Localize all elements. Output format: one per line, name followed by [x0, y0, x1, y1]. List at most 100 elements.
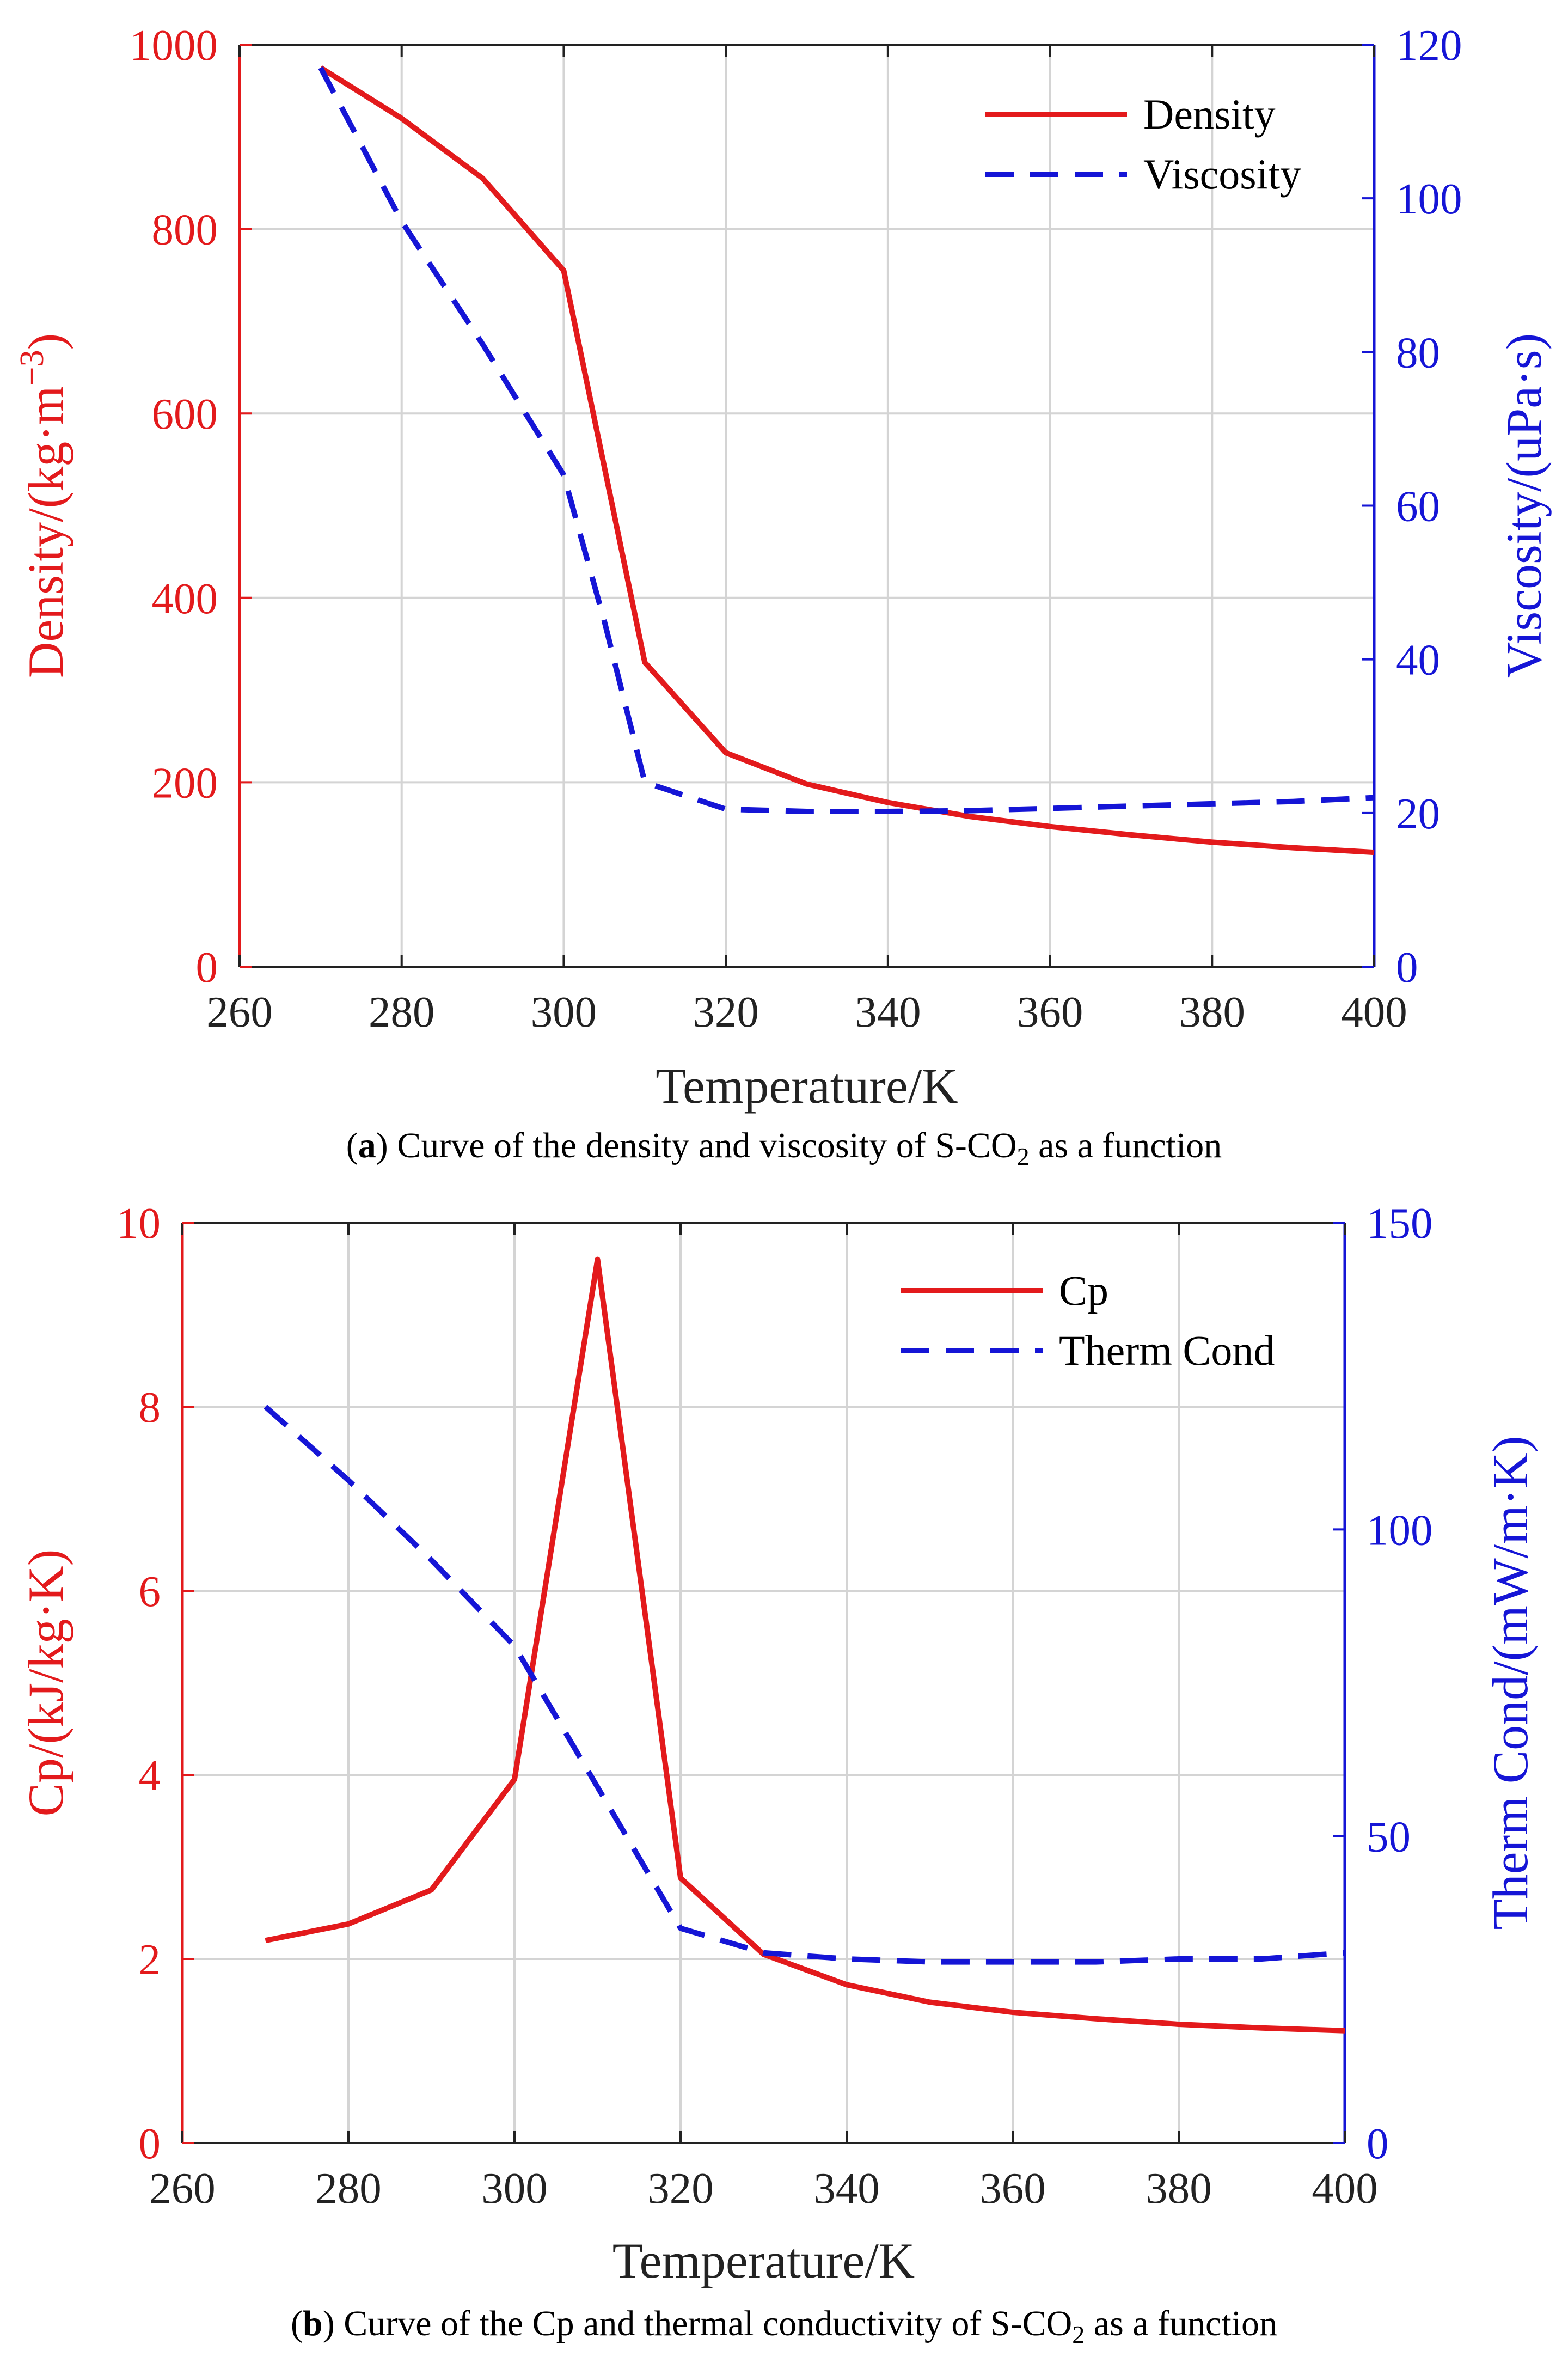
data-point-density — [563, 270, 564, 271]
data-point-viscosity — [1050, 808, 1051, 809]
caption-close: ) — [376, 1126, 388, 1165]
y-left-axis-label: Cp/(kJ/kg·K) — [18, 1549, 74, 1817]
data-point-cp — [680, 1877, 681, 1878]
data-point-viscosity — [563, 474, 564, 475]
legend-label: Viscosity — [1143, 150, 1301, 198]
data-point-therm-cond — [431, 1560, 432, 1561]
x-tick-label: 300 — [481, 2164, 548, 2213]
data-point-therm-cond — [348, 1480, 349, 1481]
y-right-axis-label: Viscosity/(uPa·s) — [1496, 333, 1552, 678]
y-left-tick-label: 0 — [196, 943, 218, 992]
data-point-therm-cond — [680, 1928, 681, 1929]
data-point-density — [806, 784, 807, 785]
y-right-tick-label: 60 — [1396, 482, 1440, 531]
series-line-density — [319, 65, 1375, 856]
data-point-therm-cond — [1012, 1962, 1013, 1963]
data-point-therm-cond — [265, 1406, 266, 1407]
x-tick-label: 380 — [1146, 2164, 1212, 2213]
caption-letter: b — [303, 2304, 323, 2343]
data-point-therm-cond — [1344, 1952, 1345, 1953]
data-point-therm-cond — [929, 1962, 930, 1963]
y-left-label-main: Cp/(kJ/kg·K) — [18, 1549, 74, 1817]
data-point-cp — [1178, 2024, 1179, 2025]
x-tick-label: 340 — [813, 2164, 880, 2213]
data-point-viscosity — [644, 782, 645, 783]
data-point-therm-cond — [1178, 1958, 1179, 1959]
figure-caption: (b) Curve of the Cp and thermal conducti… — [291, 2304, 1277, 2348]
x-tick-label: 340 — [855, 987, 921, 1036]
x-tick-label: 320 — [647, 2164, 714, 2213]
data-point-viscosity — [969, 810, 970, 811]
data-point-viscosity — [1293, 801, 1294, 802]
legend-label: Cp — [1059, 1267, 1108, 1314]
x-tick-label: 360 — [1017, 987, 1083, 1036]
data-point-cp — [1012, 2012, 1013, 2013]
data-point-viscosity — [1211, 803, 1212, 804]
data-point-therm-cond — [597, 1787, 598, 1788]
data-point-cp — [929, 2001, 930, 2002]
legend-label: Density — [1143, 90, 1276, 138]
data-point-viscosity — [604, 620, 605, 621]
data-point-viscosity — [1374, 797, 1375, 798]
data-point-density — [482, 178, 483, 179]
series-line-viscosity — [318, 66, 1375, 814]
data-point-viscosity — [401, 221, 402, 222]
y-right-tick-label: 50 — [1367, 1812, 1411, 1861]
y-left-label-sup: −3 — [14, 350, 51, 386]
data-point-therm-cond — [1095, 1962, 1097, 1963]
x-tick-label: 400 — [1341, 987, 1407, 1036]
data-point-cp — [514, 1779, 515, 1780]
data-point-viscosity — [1130, 805, 1131, 807]
x-tick-label: 260 — [149, 2164, 216, 2213]
caption-subscript: 2 — [1017, 1143, 1030, 1170]
x-axis-label: Temperature/K — [612, 2233, 915, 2288]
caption-letter: a — [358, 1126, 376, 1165]
x-tick-label: 280 — [369, 987, 435, 1036]
y-left-tick-label: 6 — [139, 1567, 161, 1616]
y-left-label-main: Density/(kg·m — [18, 386, 74, 679]
y-left-tick-label: 0 — [139, 2119, 161, 2168]
caption-text: Curve of the density and viscosity of S-… — [388, 1126, 1017, 1165]
data-point-cp — [1095, 2018, 1097, 2019]
caption-subscript: 2 — [1072, 2321, 1085, 2348]
y-right-axis-label: Therm Cond/(mW/m·K) — [1483, 1436, 1538, 1930]
y-right-tick-label: 80 — [1396, 328, 1440, 377]
data-point-cp — [265, 1940, 266, 1941]
y-left-tick-label: 2 — [139, 1935, 161, 1984]
y-left-tick-label: 10 — [117, 1199, 161, 1248]
x-tick-label: 360 — [979, 2164, 1046, 2213]
data-point-density — [644, 662, 645, 663]
y-left-tick-label: 600 — [152, 389, 218, 438]
x-tick-label: 280 — [315, 2164, 382, 2213]
y-right-tick-label: 120 — [1396, 21, 1462, 70]
y-right-tick-label: 100 — [1367, 1505, 1433, 1554]
data-point-density — [1374, 852, 1375, 853]
caption-open: ( — [346, 1126, 358, 1165]
x-tick-label: 260 — [206, 987, 273, 1036]
data-point-cp — [597, 1259, 598, 1260]
x-tick-label: 300 — [531, 987, 597, 1036]
y-right-tick-label: 100 — [1396, 174, 1462, 223]
data-point-viscosity — [320, 67, 321, 68]
x-tick-label: 400 — [1312, 2164, 1378, 2213]
caption-close: ) — [323, 2304, 335, 2343]
caption-open: ( — [291, 2304, 303, 2343]
y-left-tick-label: 400 — [152, 574, 218, 623]
y-left-tick-label: 200 — [152, 758, 218, 807]
y-left-tick-label: 4 — [139, 1751, 161, 1800]
data-point-therm-cond — [514, 1645, 515, 1646]
x-axis-label: Temperature/K — [656, 1058, 958, 1114]
data-point-density — [401, 118, 402, 119]
data-point-density — [1293, 847, 1294, 848]
y-left-tick-label: 8 — [139, 1383, 161, 1432]
x-tick-label: 380 — [1179, 987, 1246, 1036]
data-point-density — [887, 802, 889, 803]
y-right-tick-label: 20 — [1396, 789, 1440, 838]
figure-caption: (a) Curve of the density and viscosity o… — [346, 1126, 1222, 1170]
caption-suffix: as a function — [1085, 2304, 1277, 2343]
y-right-tick-label: 150 — [1367, 1199, 1433, 1248]
series-line-cp — [265, 1256, 1345, 2034]
data-point-viscosity — [806, 811, 807, 812]
data-point-therm-cond — [846, 1958, 847, 1959]
